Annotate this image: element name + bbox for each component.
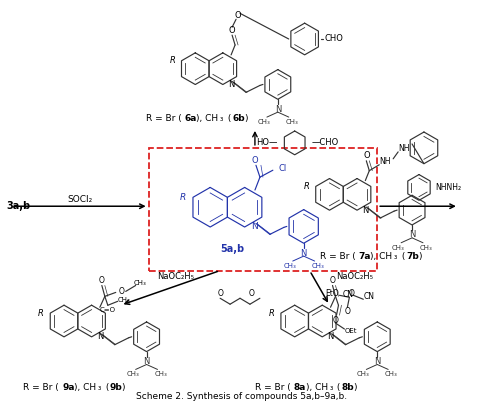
Text: SOCl₂: SOCl₂ (67, 195, 92, 204)
Text: 9b: 9b (109, 383, 122, 392)
Text: N: N (327, 332, 333, 341)
Text: N: N (143, 357, 150, 366)
Text: ₃: ₃ (329, 383, 332, 392)
Text: 7b: 7b (405, 252, 418, 261)
Text: N: N (373, 357, 379, 366)
Text: 6b: 6b (231, 114, 244, 123)
Text: C=O: C=O (100, 307, 116, 313)
Text: R: R (38, 309, 44, 318)
Text: N: N (274, 105, 280, 114)
Text: CH₃: CH₃ (283, 263, 296, 269)
Text: ₃: ₃ (220, 114, 223, 123)
Text: 8b: 8b (341, 383, 353, 392)
Text: ₃: ₃ (98, 383, 101, 392)
Text: ), CH: ), CH (369, 252, 392, 261)
Text: ): ) (243, 114, 247, 123)
Text: 7a: 7a (358, 252, 370, 261)
Text: N: N (362, 206, 368, 215)
Text: O: O (234, 11, 241, 20)
Text: CN: CN (363, 292, 374, 301)
Text: CH₃: CH₃ (154, 372, 166, 377)
Text: NHNH₂: NHNH₂ (434, 183, 460, 192)
Text: HO—: HO— (256, 138, 277, 147)
Text: Scheme 2. Synthesis of compounds 5a,b–9a,b.: Scheme 2. Synthesis of compounds 5a,b–9a… (136, 392, 347, 401)
Text: R: R (268, 309, 274, 318)
Text: N: N (251, 222, 258, 231)
Text: N: N (300, 249, 306, 258)
Text: OEt: OEt (344, 328, 356, 334)
Text: O: O (228, 26, 235, 35)
Text: O: O (251, 156, 258, 165)
Text: ), CH: ), CH (74, 383, 96, 392)
Text: CH₃: CH₃ (311, 263, 323, 269)
Text: CH₃: CH₃ (117, 297, 130, 303)
Text: NaOC₂H₅: NaOC₂H₅ (335, 272, 372, 281)
Text: CH₃: CH₃ (285, 119, 298, 125)
Text: CHO: CHO (324, 35, 343, 44)
Text: 6a: 6a (184, 114, 197, 123)
Text: R: R (180, 193, 186, 202)
Text: N: N (96, 332, 103, 341)
Text: ₃: ₃ (393, 252, 396, 261)
Text: N: N (408, 231, 414, 239)
Text: O: O (217, 289, 223, 298)
Text: CH₃: CH₃ (391, 245, 404, 251)
Text: ): ) (121, 383, 125, 392)
Text: ): ) (353, 383, 356, 392)
Text: (: ( (334, 383, 340, 392)
Bar (148, 148, 377, 270)
Text: ): ) (417, 252, 421, 261)
Text: —CHO: —CHO (311, 138, 338, 147)
Text: (: ( (398, 252, 405, 261)
Text: O: O (332, 316, 338, 324)
Text: (: ( (103, 383, 109, 392)
Text: CH₃: CH₃ (257, 119, 270, 125)
Text: Cl: Cl (278, 164, 287, 173)
Text: 3a,b: 3a,b (6, 201, 30, 211)
Text: CH₃: CH₃ (419, 245, 431, 251)
Text: EtO: EtO (325, 289, 339, 298)
Text: R = Br (: R = Br ( (23, 383, 59, 392)
Text: O: O (348, 289, 354, 298)
Text: 5a,b: 5a,b (220, 244, 243, 254)
Text: ), CH: ), CH (305, 383, 327, 392)
Text: O: O (329, 276, 335, 285)
Text: R: R (169, 56, 175, 65)
Text: NaOC₂H₅: NaOC₂H₅ (156, 272, 194, 281)
Text: O: O (99, 276, 105, 285)
Text: O: O (362, 152, 369, 160)
Text: R = Br (: R = Br ( (145, 114, 181, 123)
Text: CH₃: CH₃ (356, 372, 369, 377)
Text: CH₃: CH₃ (384, 372, 397, 377)
Text: O: O (344, 307, 349, 316)
Text: NH: NH (397, 144, 409, 154)
Text: ), CH: ), CH (196, 114, 218, 123)
Text: R = Br (: R = Br ( (255, 383, 290, 392)
Text: CH₃: CH₃ (133, 280, 146, 287)
Text: 9a: 9a (62, 383, 75, 392)
Text: R: R (303, 182, 309, 191)
Text: O: O (119, 287, 124, 296)
Text: CH₃: CH₃ (126, 372, 139, 377)
Text: R = Br (: R = Br ( (319, 252, 355, 261)
Text: N: N (227, 80, 234, 89)
Text: (: ( (225, 114, 231, 123)
Text: 8a: 8a (293, 383, 305, 392)
Text: CN: CN (342, 290, 353, 299)
Text: O: O (248, 289, 255, 298)
Text: NH: NH (378, 157, 390, 166)
